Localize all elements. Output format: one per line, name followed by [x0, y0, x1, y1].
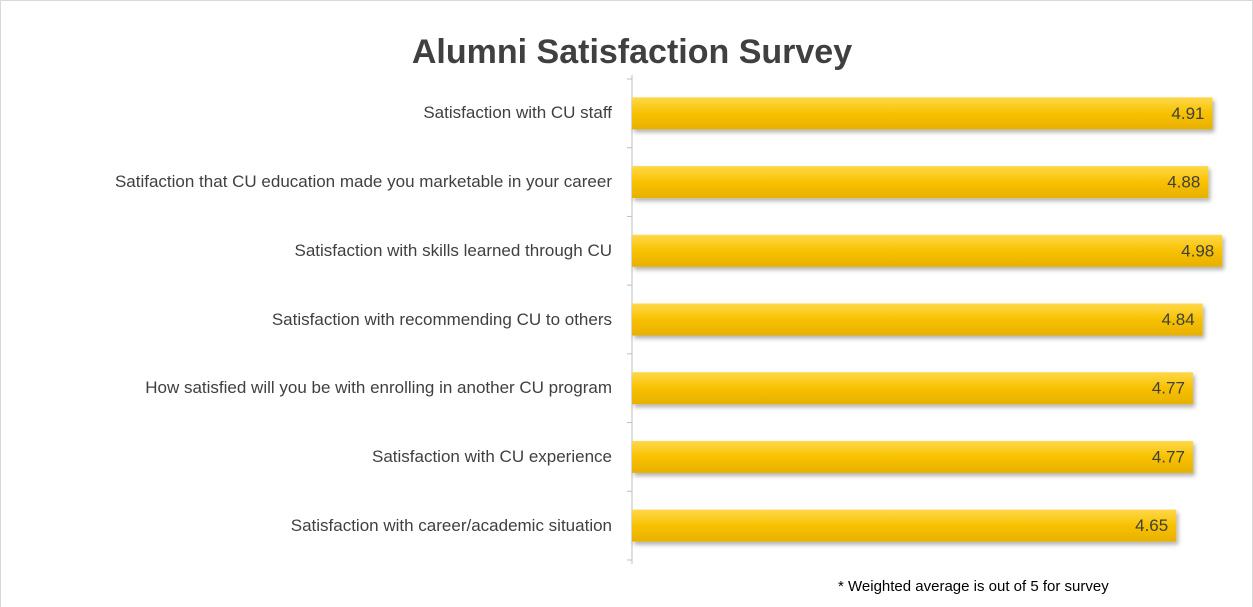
- value-label: 4.91: [1171, 104, 1204, 123]
- category-label: Satisfaction with career/academic situat…: [290, 515, 612, 535]
- chart-title: Alumni Satisfaction Survey: [412, 33, 852, 71]
- value-label: 4.98: [1181, 241, 1214, 260]
- value-label: 4.77: [1152, 447, 1185, 466]
- bar: [632, 97, 1213, 130]
- bar: [632, 440, 1193, 473]
- bar: [632, 303, 1203, 336]
- value-label: 4.88: [1167, 173, 1200, 192]
- value-label: 4.65: [1135, 516, 1168, 535]
- value-label: 4.77: [1152, 379, 1185, 398]
- value-label: 4.84: [1162, 310, 1195, 329]
- category-label: Satifaction that CU education made you m…: [114, 172, 612, 192]
- bar: [632, 234, 1223, 267]
- category-label: Satisfaction with recommending CU to oth…: [271, 309, 612, 329]
- category-label: Satisfaction with CU experience: [371, 446, 612, 466]
- category-label: Satisfaction with skills learned through…: [294, 240, 612, 260]
- category-label: How satisfied will you be with enrolling…: [145, 378, 612, 398]
- bar: [632, 509, 1177, 542]
- category-label: Satisfaction with CU staff: [423, 103, 612, 123]
- bar: [632, 372, 1193, 405]
- bar: [632, 166, 1209, 199]
- footnote: * Weighted average is out of 5 for surve…: [838, 578, 1109, 595]
